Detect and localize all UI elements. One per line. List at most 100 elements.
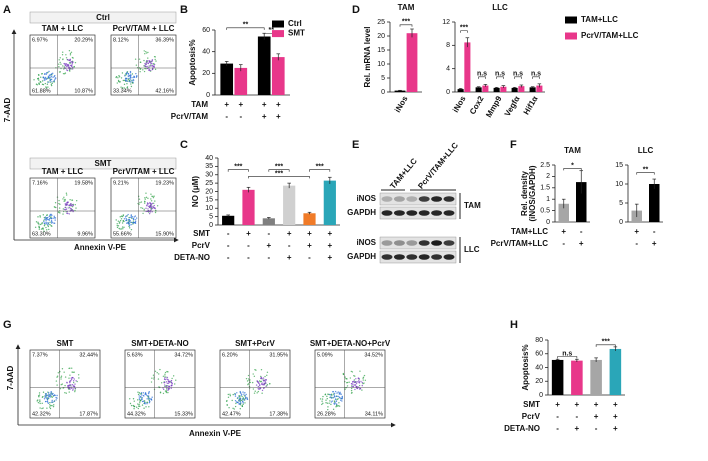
flow-event [72, 388, 74, 390]
flow-event [38, 392, 41, 394]
flow-event [50, 391, 52, 393]
flow-plot-frame [110, 177, 177, 239]
quadrant-percent: 33.34% [113, 88, 132, 94]
flow-event [45, 226, 47, 229]
condition-mark: + [276, 100, 281, 109]
y-tick-label: 0 [209, 222, 213, 229]
flow-event [362, 379, 364, 381]
panel-letter: F [510, 139, 517, 151]
blot-band [406, 240, 418, 246]
flow-event [333, 395, 336, 398]
flow-event [51, 393, 53, 396]
flow-event [69, 374, 71, 376]
flow-event [59, 61, 61, 64]
y-tick-label: 0 [446, 89, 450, 96]
flow-event [264, 375, 266, 378]
flow-event [254, 390, 256, 392]
flow-event [257, 381, 259, 383]
flow-event [135, 406, 138, 408]
flow-event [260, 380, 263, 383]
flow-event [234, 405, 237, 408]
flow-event [42, 214, 45, 216]
quadrant-percent: 31.95% [269, 352, 288, 358]
blot-band [381, 210, 393, 216]
flow-event [151, 396, 153, 398]
condition-mark: + [575, 400, 580, 409]
flow-event [50, 75, 53, 78]
flow-event [344, 376, 346, 378]
flow-event [77, 374, 80, 376]
bar [482, 85, 489, 92]
flow-event [143, 59, 145, 62]
flow-event [58, 59, 60, 61]
panel-letter: B [180, 4, 188, 16]
blot-band [406, 196, 418, 202]
y-tick-label: 5 [209, 213, 213, 220]
panel-letter: A [3, 4, 11, 16]
flow-event [43, 216, 46, 219]
blot-band [431, 196, 443, 202]
flow-event [65, 208, 68, 210]
condition-mark: + [327, 253, 332, 262]
y-tick-label: 0 [619, 219, 623, 226]
flow-event [167, 387, 170, 390]
flow-plot-title: SMT+DETA-NO+PcrV [310, 339, 391, 348]
flow-event [122, 79, 125, 82]
significance-bracket [532, 76, 540, 79]
flow-event [60, 384, 62, 386]
flow-event [73, 385, 76, 387]
y-tick-label: 0.5 [540, 207, 550, 214]
flow-event [252, 388, 255, 390]
blot-band [443, 254, 455, 260]
flow-event [144, 197, 146, 199]
flow-event [66, 381, 68, 384]
bar [262, 218, 275, 225]
flow-event [242, 402, 244, 404]
flow-event [155, 60, 157, 62]
flow-event [69, 381, 71, 384]
panel-letter: G [3, 319, 12, 331]
flow-event [170, 387, 172, 389]
y-tick-label: 20 [535, 378, 543, 385]
flow-event [66, 210, 69, 213]
x-axis-label: Annexin V-PE [189, 429, 242, 438]
flow-event [60, 375, 63, 377]
flow-event [70, 204, 72, 207]
condition-mark: + [262, 100, 267, 109]
flow-event [48, 74, 51, 76]
flow-event [119, 221, 121, 223]
flow-event [58, 199, 60, 202]
bar [536, 85, 543, 92]
flow-event [149, 205, 152, 207]
flow-event [50, 404, 52, 407]
flow-event [231, 399, 233, 402]
y-tick-label: 1 [546, 196, 550, 203]
y-axis-label: Apoptosis% [521, 344, 530, 390]
flow-event [351, 385, 353, 388]
flow-event [131, 216, 133, 218]
flow-event [49, 221, 51, 223]
flow-event [164, 371, 167, 374]
flow-event [251, 381, 254, 384]
flow-event [241, 393, 243, 396]
flow-event [137, 407, 139, 410]
flow-event [47, 396, 50, 398]
flow-event [45, 78, 48, 80]
flow-event [350, 389, 353, 392]
flow-event [229, 393, 231, 395]
flow-event [148, 60, 151, 62]
condition-mark: - [653, 227, 656, 236]
flow-event [243, 393, 245, 395]
flow-event [264, 381, 267, 383]
flow-event [327, 408, 329, 411]
blot-band [418, 210, 430, 216]
flow-event [145, 51, 147, 53]
y-tick-label: 40 [205, 155, 213, 162]
flow-event [262, 377, 265, 379]
chart-title: LLC [492, 3, 508, 12]
flow-event [143, 50, 145, 52]
flow-event [130, 85, 133, 88]
blot-band [431, 254, 443, 260]
flow-event [147, 395, 150, 397]
flow-event [332, 396, 334, 399]
